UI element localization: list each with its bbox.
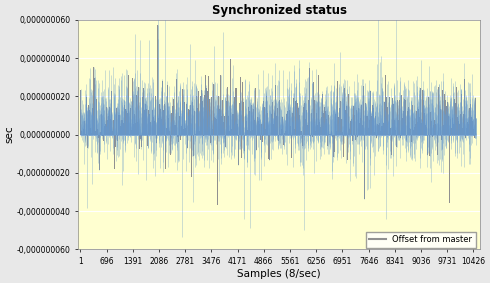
Legend: Offset from master: Offset from master [366, 232, 476, 248]
Title: Synchronized status: Synchronized status [212, 4, 347, 17]
Y-axis label: sec: sec [4, 126, 14, 143]
X-axis label: Samples (8/sec): Samples (8/sec) [237, 269, 321, 279]
